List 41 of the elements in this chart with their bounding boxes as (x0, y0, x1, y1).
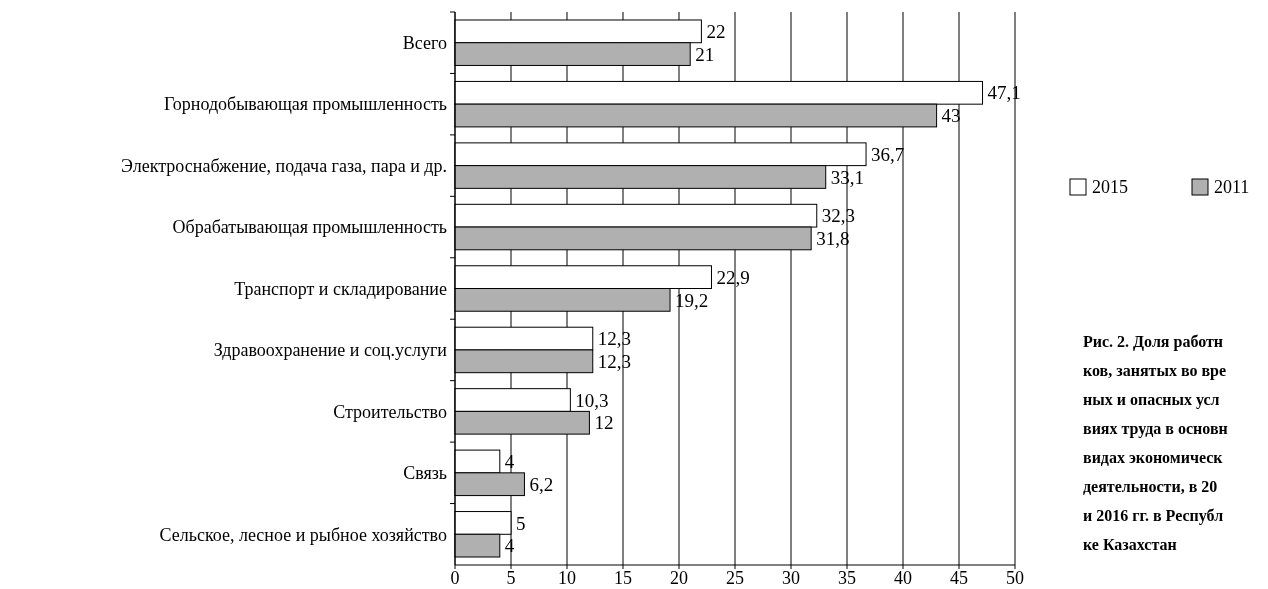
y-tick-label: Сельское, лесное и рыбное хозяйство (159, 524, 447, 545)
text: Рис. 2. Доля работн ков, занятых во вре ных и опасных усл виях труда в основн видах экономическ деятельности, в 20 и 2016 гг. в Республ ке Казахстан (1083, 333, 1228, 553)
x-tick-label: 10 (558, 568, 576, 588)
data-label: 12 (594, 412, 614, 434)
x-tick-label: 50 (1006, 568, 1024, 588)
data-label: 43 (941, 105, 961, 127)
y-tick-label: Горнодобывающая промышленность (163, 94, 447, 115)
x-tick-label: 15 (614, 568, 632, 588)
legend-label: 2011 (1214, 177, 1250, 198)
x-tick-label: 45 (950, 568, 968, 588)
data-label: 47,1 (987, 82, 1021, 104)
data-label: 12,3 (597, 328, 632, 350)
y-tick-label: Здравоохранение и соц.услуги (213, 340, 448, 361)
x-tick-label: 5 (506, 568, 516, 588)
data-label: 12,3 (597, 350, 632, 372)
y-tick-label: Обрабатывающая промышленность (172, 217, 447, 238)
x-tick-label: 25 (726, 568, 744, 588)
x-tick-label: 30 (782, 568, 800, 588)
y-tick-label: Электроснабжение, подача газа, пара и др. (121, 155, 447, 176)
data-label: 31,8 (816, 228, 850, 250)
x-tick-label: 0 (450, 568, 460, 588)
data-label: 4 (504, 451, 515, 473)
y-tick-label: Связь (403, 463, 447, 484)
data-label: 4 (504, 535, 515, 557)
data-label: 10,3 (575, 389, 609, 411)
y-tick-label: Транспорт и складирование (234, 278, 447, 299)
data-label: 6,2 (529, 473, 554, 495)
data-label: 5 (516, 512, 526, 534)
x-tick-label: 40 (894, 568, 912, 588)
data-label: 32,3 (821, 205, 856, 227)
data-label: 33,1 (830, 166, 864, 188)
data-label: 22,9 (716, 266, 750, 288)
legend-label: 2015 (1092, 177, 1128, 198)
data-label: 22 (706, 21, 726, 43)
y-tick-label: Строительство (333, 401, 447, 422)
x-tick-label: 35 (838, 568, 856, 588)
data-label: 36,7 (871, 143, 905, 165)
data-label: 21 (695, 43, 715, 65)
y-tick-label: Всего (402, 33, 447, 54)
data-label: 19,2 (675, 289, 709, 311)
x-tick-label: 20 (670, 568, 688, 588)
